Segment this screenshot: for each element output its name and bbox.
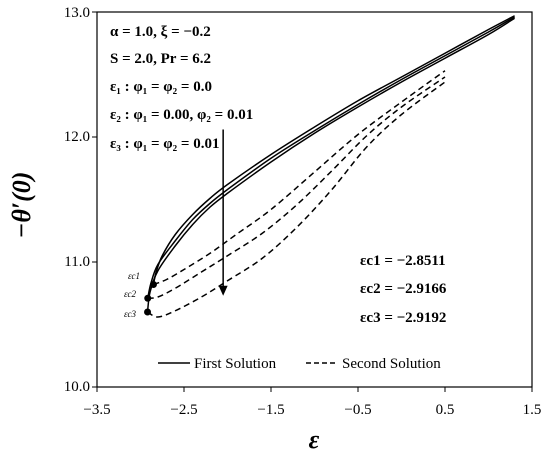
first-solution-line-3	[146, 17, 515, 313]
legend-entry: Second Solution	[342, 356, 441, 372]
param-line: ε₂ : φ₁ = 0.00, φ₂ = 0.01	[110, 107, 253, 123]
param-line: ε₃ : φ₁ = φ₂ = 0.01	[110, 136, 219, 152]
param-line: S = 2.0, Pr = 6.2	[110, 51, 211, 67]
y-tick-label: 12.0	[64, 129, 90, 145]
x-tick-label: 1.5	[523, 402, 542, 418]
x-tick-label: −3.5	[83, 402, 110, 418]
second-solution-line-1	[153, 70, 446, 286]
x-tick-label: −2.5	[170, 402, 197, 418]
critical-value-label: εc1 = −2.8511	[360, 253, 446, 269]
x-axis-label: ε	[309, 425, 320, 454]
arrow-head	[218, 285, 228, 296]
critical-points	[144, 281, 157, 316]
axis-ticks	[92, 11, 533, 392]
legend: First Solution Second Solution	[158, 356, 441, 372]
second-solution-line-3	[147, 81, 446, 318]
critical-point-2	[144, 294, 152, 302]
param-line: ε₁ : φ₁ = φ₂ = 0.0	[110, 79, 212, 95]
critical-value-label: εc2 = −2.9166	[360, 281, 447, 297]
trend-arrow	[218, 129, 228, 296]
y-tick-label: 13.0	[64, 5, 90, 21]
plot-frame	[96, 11, 533, 388]
second-solution-line-2	[147, 76, 446, 299]
x-tick-label: 0.5	[436, 402, 455, 418]
y-axis-label: −θ′(0)	[7, 172, 36, 239]
critical-marker-label: εc2	[124, 289, 137, 299]
x-tick-label: −1.5	[257, 402, 284, 418]
critical-point-3	[144, 308, 152, 316]
legend-entry: First Solution	[194, 356, 277, 372]
critical-marker-label: εc3	[124, 309, 137, 319]
first-solution-line-2	[147, 16, 515, 299]
critical-marker-label: εc1	[128, 271, 140, 281]
y-tick-label: 11.0	[64, 254, 90, 270]
critical-point-1	[149, 281, 157, 288]
first-solution-line-1	[152, 15, 515, 285]
x-tick-label: −0.5	[344, 402, 371, 418]
y-tick-label: 10.0	[64, 379, 90, 395]
series-group	[146, 15, 515, 318]
critical-value-label: εc3 = −2.9192	[360, 310, 446, 326]
param-line: α = 1.0, ξ = −0.2	[110, 24, 211, 40]
